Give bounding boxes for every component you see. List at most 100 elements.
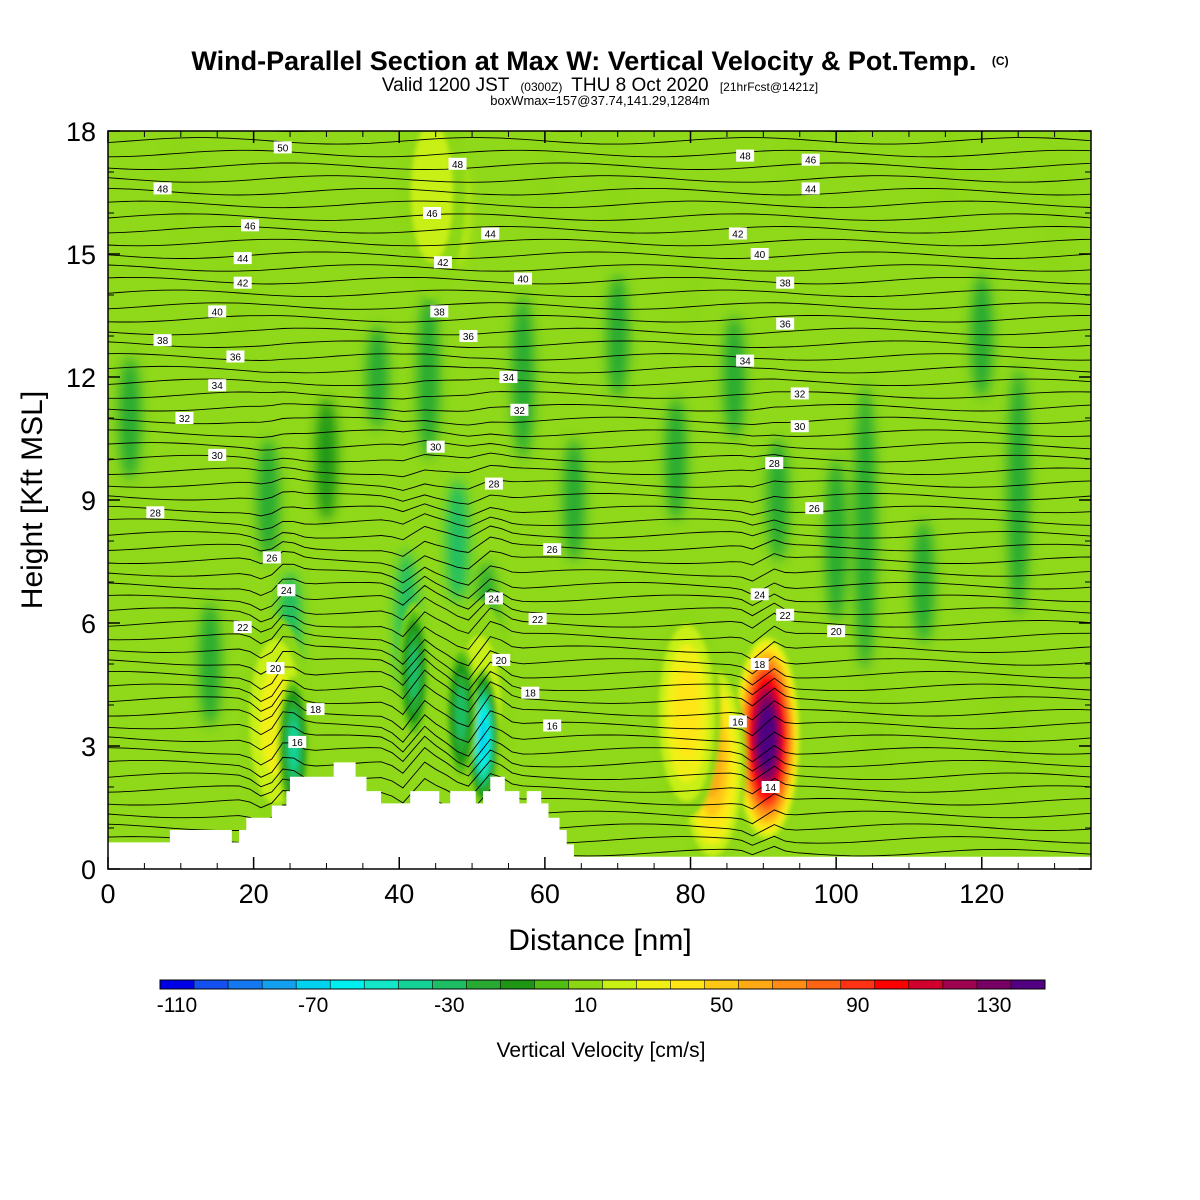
isentrope-19 <box>108 596 1091 623</box>
svg-text:32: 32 <box>794 389 806 400</box>
x-tick-label: 20 <box>239 879 269 909</box>
chart-title-main: Wind-Parallel Section at Max W: Vertical… <box>191 46 976 76</box>
contour-label: 24 <box>484 592 503 605</box>
contour-label: 48 <box>448 157 467 171</box>
svg-text:34: 34 <box>740 357 752 368</box>
velocity-streak-17 <box>970 274 993 398</box>
isentrope-29 <box>108 477 1091 491</box>
colorbar-title: Vertical Velocity [cm/s] <box>497 1039 706 1062</box>
terrain <box>108 762 1091 869</box>
forecast-info: [21hrFcst@1421z] <box>720 80 818 94</box>
plot-area: 50 48 48 48 46 46 46 44 44 44 42 42 42 40 40 40 38 38 38 36… <box>108 131 1091 869</box>
contour-label: 20 <box>827 625 846 638</box>
contour-label: 46 <box>240 219 259 232</box>
svg-text:24: 24 <box>281 586 293 597</box>
isentrope-49 <box>108 226 1091 234</box>
velocity-streak-30 <box>679 243 702 347</box>
svg-text:36: 36 <box>230 353 242 364</box>
isentrope-28 <box>108 491 1091 505</box>
svg-text:32: 32 <box>514 406 526 417</box>
contour-label: 42 <box>728 227 747 241</box>
velocity-streak-7 <box>512 295 535 459</box>
isentrope-47 <box>108 251 1091 259</box>
contour-label: 30 <box>208 448 227 462</box>
contour-label: 32 <box>790 387 809 400</box>
velocity-streak-29 <box>228 243 251 347</box>
colorbar-swatch <box>738 980 774 989</box>
isentrope-14 <box>108 658 1091 691</box>
colorbar-swatch <box>466 980 501 989</box>
contour-label: 22 <box>528 612 547 626</box>
contour-label: 38 <box>430 305 449 318</box>
contour-label: 26 <box>543 543 562 556</box>
isentrope-54 <box>108 162 1091 170</box>
isentrope-18 <box>108 607 1091 638</box>
contour-label: 24 <box>750 588 769 601</box>
contour-label: 28 <box>146 506 165 519</box>
colorbar-tick-label: -30 <box>434 994 464 1017</box>
svg-text:50: 50 <box>277 143 289 154</box>
velocity-streak-0 <box>257 438 280 562</box>
chart-subtitle: Valid 1200 JST (0300Z) THU 8 Oct 2020 [2… <box>382 75 818 96</box>
contour-label: 20 <box>492 653 511 667</box>
velocity-streak-21 <box>533 131 556 224</box>
valid-time: Valid 1200 JST <box>382 75 510 96</box>
y-tick-label: 15 <box>66 240 96 270</box>
contour-label: 36 <box>459 330 478 343</box>
colorbar-tick-label: 50 <box>710 994 733 1017</box>
contour-label: 16 <box>728 715 747 728</box>
svg-text:44: 44 <box>805 184 817 195</box>
velocity-streak-5 <box>446 479 469 603</box>
colorbar-tick-label: 130 <box>976 994 1011 1017</box>
svg-text:16: 16 <box>292 738 304 749</box>
velocity-streak-2 <box>315 397 338 521</box>
isentrope-41 <box>108 327 1091 336</box>
y-axis-title: Height [Kft MSL] <box>16 391 49 609</box>
velocity-streak-25 <box>606 141 629 244</box>
isentrope-4 <box>108 789 1091 817</box>
isentrope-8 <box>108 735 1091 768</box>
isentrope-11 <box>108 694 1091 731</box>
svg-text:42: 42 <box>237 279 249 290</box>
contour-label: 18 <box>750 658 769 671</box>
colorbar-swatch <box>704 980 740 989</box>
contour-label: 30 <box>426 440 445 454</box>
isentrope-35 <box>108 403 1091 412</box>
colorbar-swatch <box>602 980 638 989</box>
isentrope-40 <box>108 340 1091 349</box>
svg-text:26: 26 <box>547 545 559 556</box>
x-axis: 0 20 40 60 80 100 120 <box>100 131 1092 909</box>
colorbar-swatch <box>670 980 706 989</box>
colorbar-swatch <box>432 980 467 989</box>
contour-label: 46 <box>801 153 820 167</box>
contour-label: 14 <box>761 781 780 794</box>
colorbar-swatch <box>772 980 808 989</box>
colorbar-swatch <box>1010 980 1046 989</box>
colorbar-swatch <box>874 980 910 989</box>
svg-text:20: 20 <box>270 664 282 675</box>
svg-text:20: 20 <box>496 656 508 667</box>
contour-label: 44 <box>233 252 252 265</box>
contour-label: 18 <box>306 703 325 716</box>
contour-label: 46 <box>423 207 442 220</box>
velocity-streak-28 <box>366 325 389 429</box>
contour-label: 34 <box>499 371 518 384</box>
svg-text:18: 18 <box>754 660 766 671</box>
contour-label: 16 <box>543 719 562 733</box>
x-tick-label: 80 <box>675 879 705 909</box>
svg-text:36: 36 <box>463 332 475 343</box>
svg-text:46: 46 <box>805 156 817 167</box>
isentrope-30 <box>108 464 1091 478</box>
colorbar-swatch <box>194 980 229 989</box>
contour-label: 28 <box>484 477 503 491</box>
contour-label: 26 <box>805 502 824 515</box>
velocity-streak-26 <box>854 385 877 673</box>
valid-date: THU 8 Oct 2020 <box>571 75 708 96</box>
svg-text:24: 24 <box>754 590 766 601</box>
velocity-streak-22 <box>934 131 957 234</box>
svg-text:22: 22 <box>532 615 544 626</box>
velocity-streak-12 <box>766 438 789 562</box>
svg-text:28: 28 <box>150 508 162 519</box>
contour-label: 44 <box>481 227 500 241</box>
colorbar: -110 -70 -30 10 50 90 130 <box>157 979 1046 1017</box>
